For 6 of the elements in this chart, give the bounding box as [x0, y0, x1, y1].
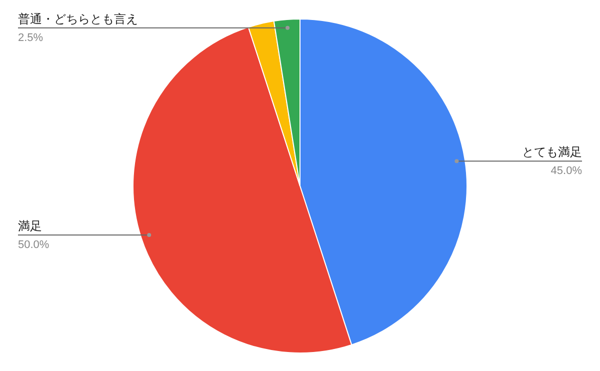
data-label: 50.0%: [18, 239, 50, 252]
slice-label: とても満足: [522, 145, 582, 160]
slice-label: 普通・どちらとも言え: [18, 12, 138, 26]
slice-label: 満足: [18, 219, 42, 234]
data-label: 2.5%: [18, 32, 44, 44]
data-label: 45.0%: [550, 165, 582, 178]
